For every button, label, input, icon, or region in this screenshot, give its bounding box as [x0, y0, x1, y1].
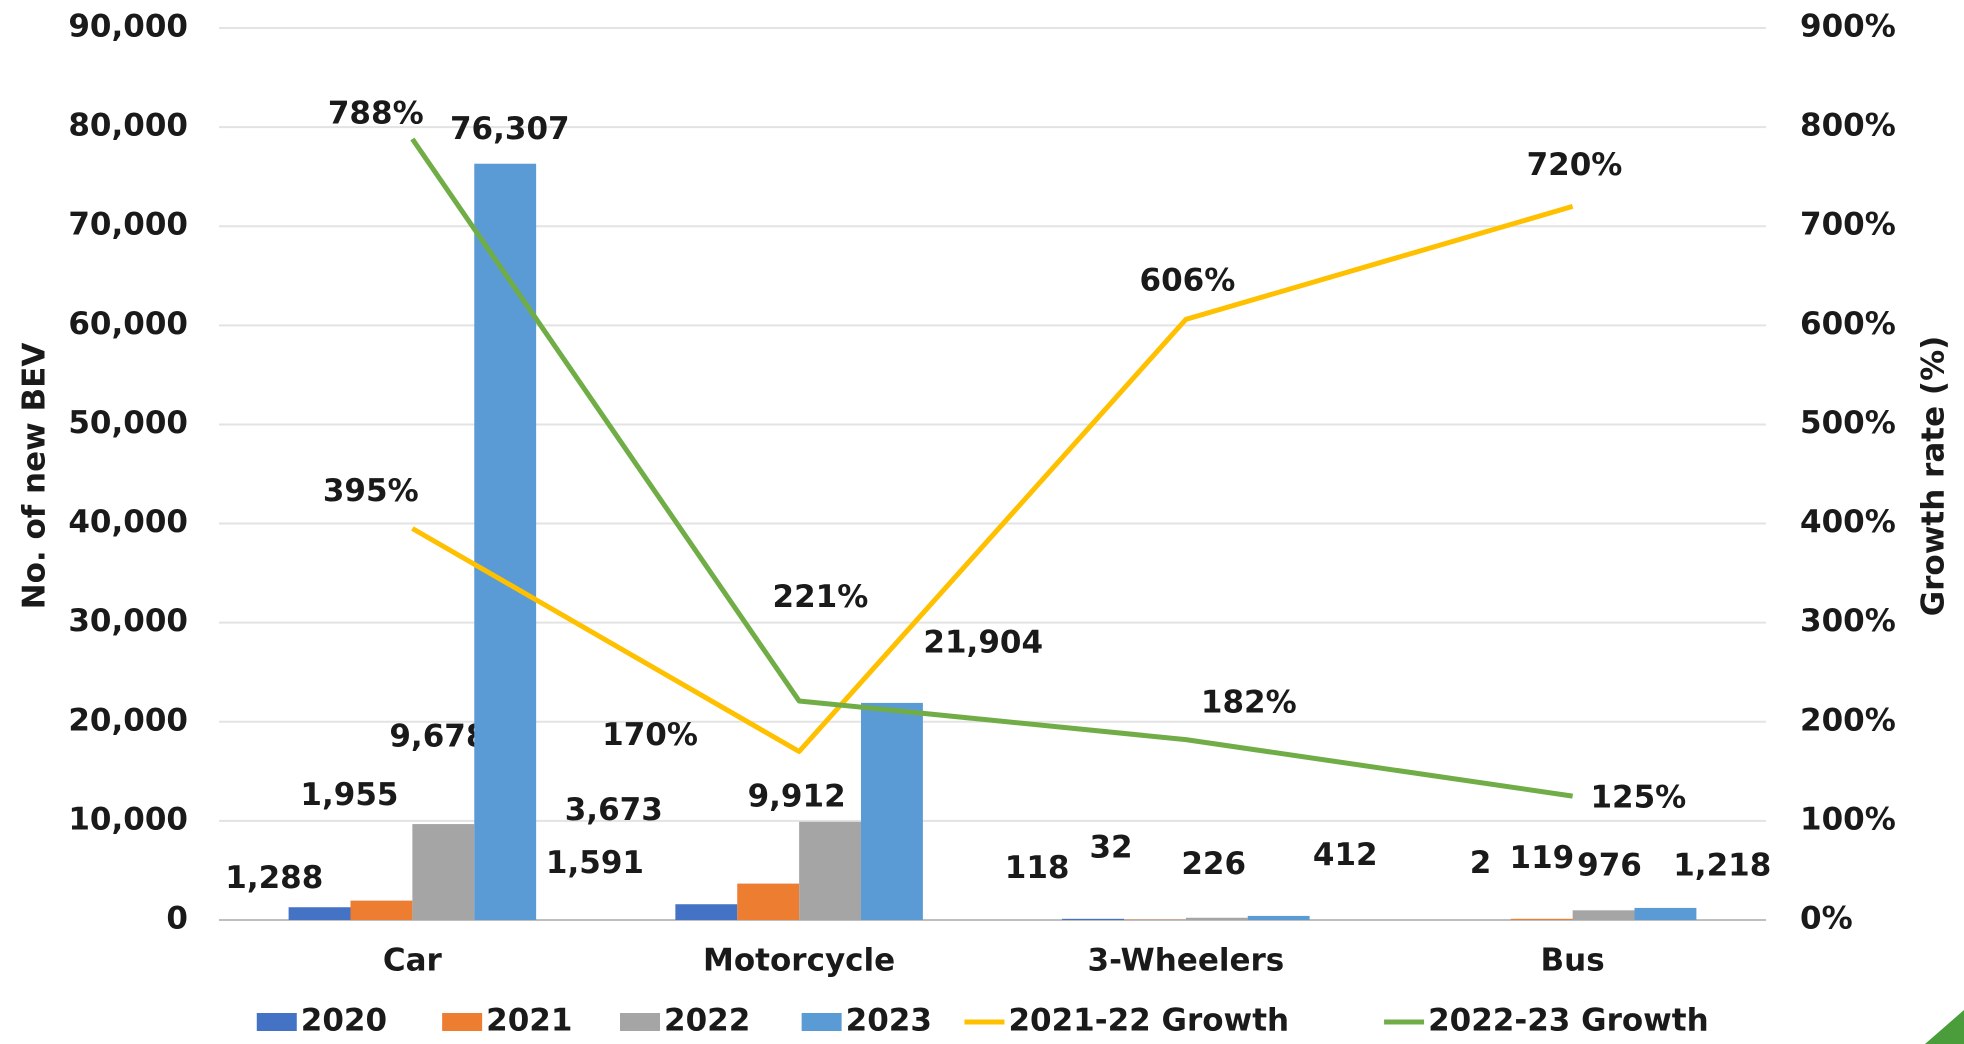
legend-swatch: [801, 1013, 842, 1031]
y2-tick-label: 0%: [1800, 901, 1853, 937]
y-tick-label: 50,000: [68, 405, 188, 441]
data-label: 1,955: [300, 777, 398, 813]
data-label: 9,912: [748, 778, 846, 814]
y2-axis-title: Growth rate (%): [1916, 336, 1952, 617]
data-label: 226: [1181, 846, 1246, 882]
bar: [1062, 918, 1124, 920]
bar: [861, 702, 923, 920]
data-label: 32: [1089, 830, 1132, 866]
data-label: 119: [1510, 840, 1575, 876]
y-tick-label: 10,000: [68, 801, 188, 837]
y-tick-label: 80,000: [68, 108, 188, 144]
bar: [1634, 907, 1697, 920]
y-tick-label: 30,000: [68, 603, 188, 639]
y2-tick-label: 100%: [1800, 801, 1896, 837]
y2-tick-label: 200%: [1800, 702, 1896, 738]
legend-label: 2023: [846, 1003, 932, 1039]
data-label: 788%: [328, 96, 424, 132]
y2-tick-label: 300%: [1800, 603, 1896, 639]
y2-tick-label: 700%: [1800, 207, 1896, 243]
bar: [799, 821, 862, 920]
y2-tick-label: 500%: [1800, 405, 1896, 441]
x-tick-label: 3-Wheelers: [1088, 943, 1285, 979]
x-tick-label: Motorcycle: [703, 943, 895, 979]
data-label: 221%: [773, 579, 869, 615]
data-label: 1,288: [225, 860, 323, 896]
y-tick-label: 40,000: [68, 504, 188, 540]
data-label: 118: [1005, 850, 1070, 886]
data-label: 720%: [1527, 147, 1623, 183]
data-label: 3,673: [565, 792, 663, 828]
bar: [350, 900, 413, 920]
y2-tick-label: 900%: [1800, 9, 1896, 45]
legend-swatch: [620, 1013, 661, 1031]
bar: [675, 904, 738, 920]
line: [411, 204, 1574, 755]
legend-label: 2022-23 Growth: [1428, 1003, 1709, 1039]
y-tick-label: 20,000: [68, 702, 188, 738]
data-label: 976: [1577, 847, 1642, 883]
legend-label: 2022: [664, 1003, 750, 1039]
y2-tick-label: 600%: [1800, 306, 1896, 342]
y-tick-label: 0: [166, 901, 188, 937]
x-tick-label: Car: [383, 943, 443, 979]
y-tick-label: 60,000: [68, 306, 188, 342]
bar: [474, 163, 537, 921]
bar: [412, 824, 475, 920]
legend-label: 2021: [486, 1003, 572, 1039]
legend-label: 2021-22 Growth: [1008, 1003, 1289, 1039]
data-label: 1,218: [1673, 847, 1771, 883]
bar: [1572, 910, 1635, 920]
line: [410, 137, 1573, 799]
y-axis-title: No. of new BEV: [17, 343, 53, 610]
bar: [1185, 917, 1248, 920]
data-label: 606%: [1140, 262, 1236, 298]
x-tick-label: Bus: [1541, 943, 1605, 979]
y-tick-label: 90,000: [68, 9, 188, 45]
bar: [1510, 918, 1573, 920]
data-label: 170%: [602, 717, 698, 753]
legend-swatch: [256, 1013, 297, 1031]
data-label: 9,678: [389, 718, 487, 754]
data-label: 395%: [323, 473, 419, 509]
bar: [288, 907, 351, 920]
legend-swatch: [442, 1013, 483, 1031]
data-label: 76,307: [450, 111, 570, 147]
data-label: 125%: [1590, 780, 1686, 816]
corner-decoration: [1925, 1010, 1964, 1044]
y-tick-label: 70,000: [68, 207, 188, 243]
y2-tick-label: 800%: [1800, 108, 1896, 144]
bar: [737, 883, 800, 920]
y2-tick-label: 400%: [1800, 504, 1896, 540]
data-label: 182%: [1201, 684, 1297, 720]
legend-label: 2020: [301, 1003, 387, 1039]
data-label: 21,904: [923, 624, 1043, 660]
bar: [1247, 915, 1310, 920]
data-label: 1,591: [546, 845, 644, 881]
data-label: 2: [1470, 845, 1492, 881]
data-label: 412: [1313, 837, 1378, 873]
